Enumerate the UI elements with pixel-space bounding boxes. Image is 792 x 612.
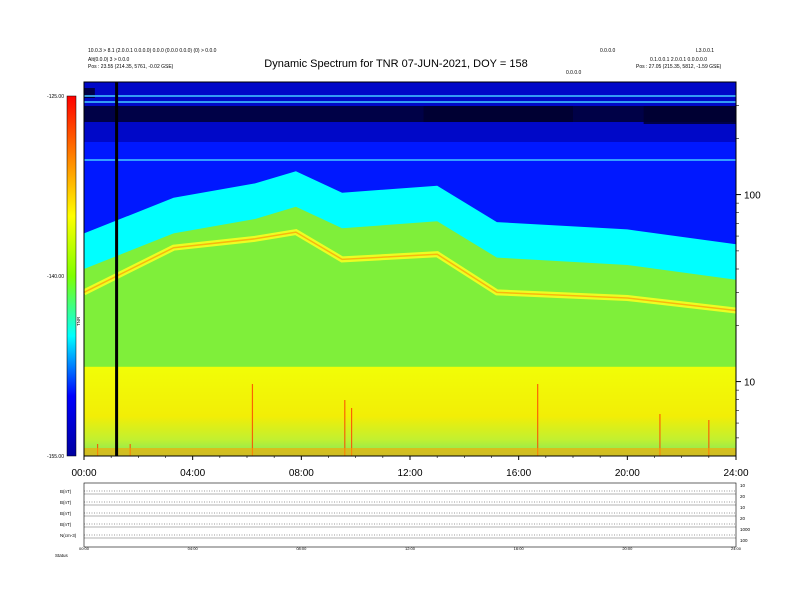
bottom-panel-right-tick: 10	[740, 483, 746, 488]
x-tick-label: 12:00	[397, 468, 422, 479]
x-tick-label: 04:00	[180, 468, 205, 479]
colorbar-fill	[66, 95, 77, 457]
spectrum-dark-band	[423, 106, 573, 122]
bottom-x-tick-label: 20:00	[622, 546, 633, 551]
header-meta-left-2: Alt(0.0.0) 3 > 0.0.0	[88, 57, 130, 63]
bottom-panel-right-tick: 20	[740, 516, 746, 521]
bottom-x-tick-label: 00:00	[79, 546, 90, 551]
bottom-panel-label: B(nT)	[60, 500, 72, 505]
bottom-panel-label: N(cm-3)	[60, 533, 77, 538]
bottom-x-tick-label: 04:00	[188, 546, 199, 551]
bottom-x-tick-label: 08:00	[296, 546, 307, 551]
bottom-panel-right-tick: 100	[740, 538, 748, 543]
header-meta-right-1: 0.1.0.0.1 2.0.0.1 0.0.0.0.0	[650, 57, 707, 63]
bottom-panel-right-tick: 1000	[740, 527, 751, 532]
bottom-panels: B(nT) B(nT) B(nT) B(nT) N(cm-3) 10 20 10 20 1000 1…	[55, 482, 751, 558]
header-meta-right-2: Pos : 27.05 (215.35, 5812, -1.59 GSE)	[636, 64, 722, 70]
colorbar-label: TNR	[76, 316, 81, 326]
y-tick-label: 10	[744, 378, 756, 389]
x-tick-label: 16:00	[506, 468, 531, 479]
header-meta-left-1: 10.0.3 > 8.1 (2.0.0.1 0.0.0.0) 0.0.0 (0.…	[88, 48, 217, 54]
bottom-panel-label: B(nT)	[60, 522, 72, 527]
status-label: Status	[55, 553, 69, 558]
colorbar-tick-label: -155.00	[47, 454, 64, 460]
spectrum-dark-band	[643, 106, 736, 124]
bottom-x-tick-label: 16:00	[514, 546, 525, 551]
colorbar: -125.00 -140.00 -155.00 TNR	[47, 94, 81, 460]
spectrum-yellow-base	[84, 366, 736, 456]
colorbar-tick-label: -125.00	[47, 94, 64, 100]
x-tick-label: 08:00	[289, 468, 314, 479]
x-tick-label: 24:00	[723, 468, 748, 479]
axes: 00:00 04:00 08:00 12:00 16:00 20:00 24:00 10 100	[71, 105, 761, 479]
plasma-line-core	[84, 231, 736, 312]
chart-title: Dynamic Spectrum for TNR 07-JUN-2021, DO…	[264, 58, 528, 70]
spectrum-image	[84, 82, 736, 456]
header-meta-near: 0.0.0.0	[566, 70, 582, 76]
spectrum-bottom-glow	[84, 448, 736, 456]
bottom-panel-label: B(nT)	[60, 489, 72, 494]
bottom-panel-label: B(nT)	[60, 511, 72, 516]
header-meta-right-0: L3.0.0.1	[696, 48, 715, 54]
bottom-x-tick-label: 12:00	[405, 546, 416, 551]
colorbar-tick-label: -140.00	[47, 274, 64, 280]
header-meta-left-3: Pos : 23.55 (214.35, 5761, -0.02 GSE)	[88, 64, 174, 70]
bottom-panel-right-tick: 20	[740, 494, 746, 499]
x-tick-label: 00:00	[71, 468, 96, 479]
y-tick-label: 100	[744, 191, 761, 202]
bottom-panel-frame	[83, 482, 737, 548]
spectrum-dark-band	[84, 106, 736, 122]
x-tick-label: 20:00	[615, 468, 640, 479]
bottom-panel-right-tick: 10	[740, 505, 746, 510]
bottom-x-tick-label: 24:00	[731, 546, 742, 551]
spectrum-dark-band	[84, 88, 95, 98]
header-meta-mid: 0.0.0.0	[600, 48, 616, 54]
